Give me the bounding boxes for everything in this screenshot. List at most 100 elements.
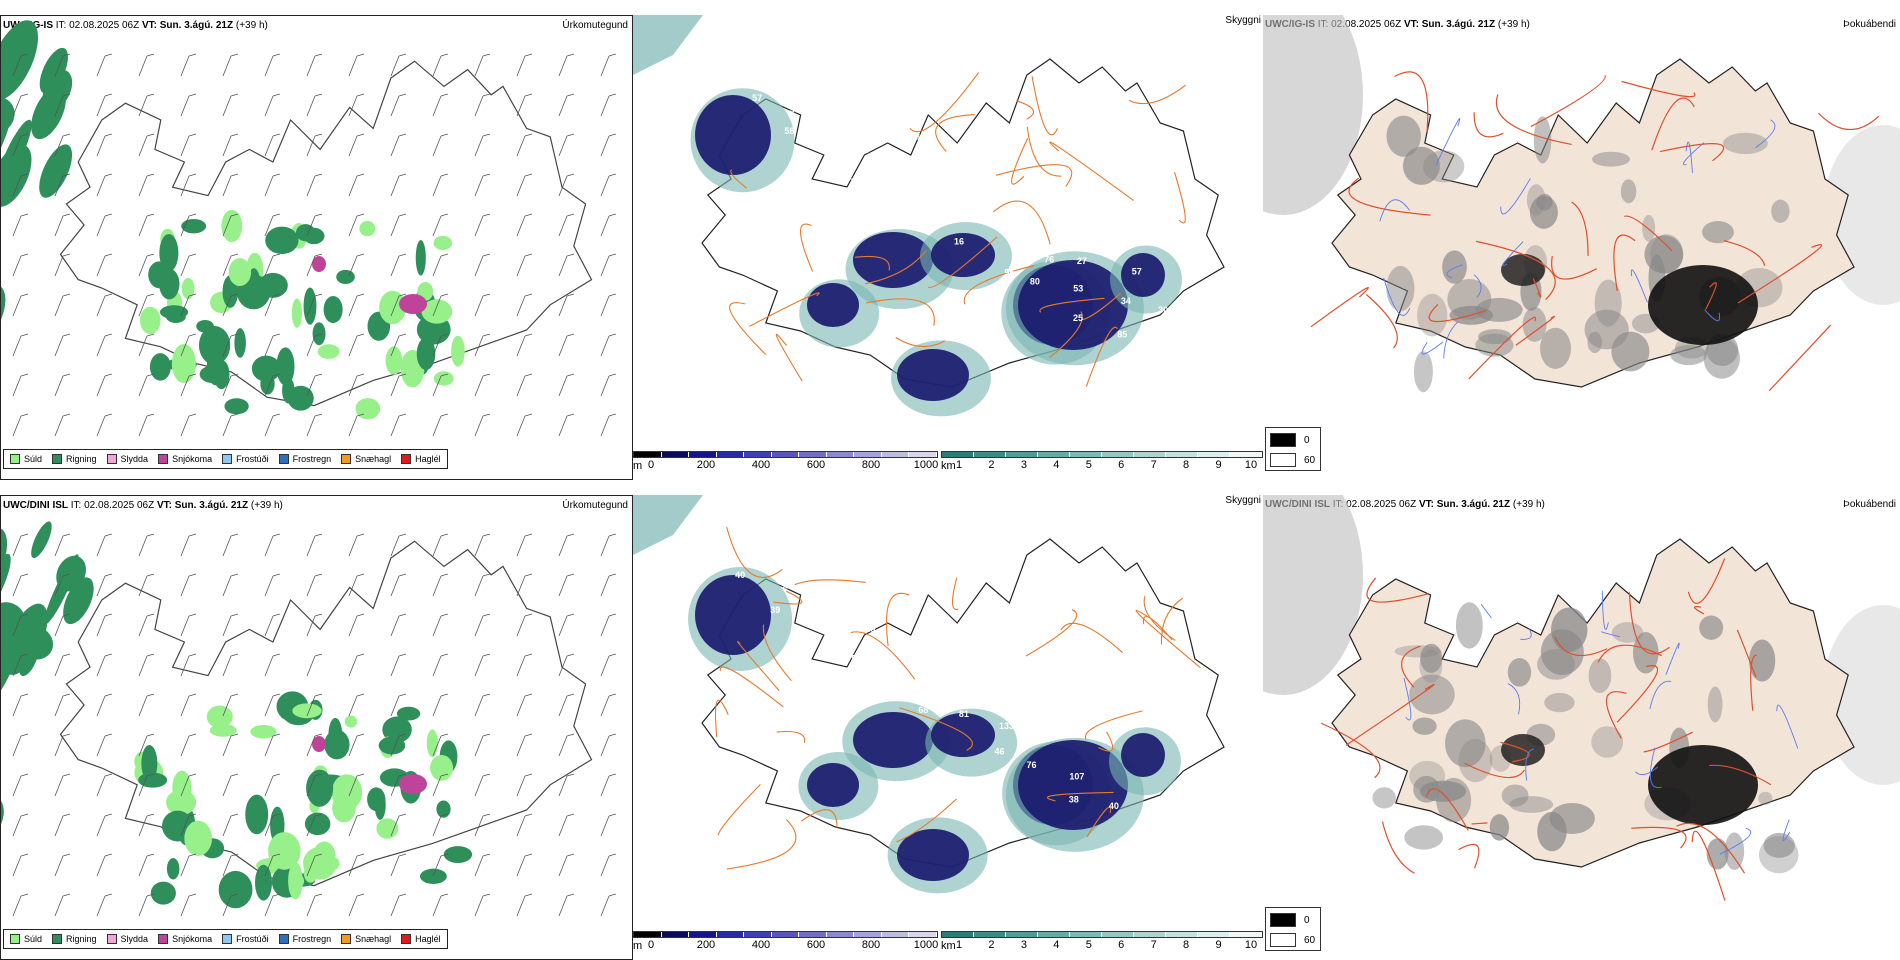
colorbar-segment (974, 932, 1006, 937)
precip-cell (306, 769, 334, 807)
cloud-base-label: 62 (826, 109, 836, 119)
wind-barb (96, 373, 113, 397)
colorbar-segment (826, 932, 855, 937)
colorbar-tick: 8 (1183, 939, 1190, 951)
river (1683, 142, 1705, 166)
fog-area (1702, 221, 1734, 244)
wind-barb (222, 733, 239, 757)
wind-barb (474, 613, 491, 637)
colorbar-segment (1038, 452, 1070, 457)
river (1719, 827, 1752, 855)
wind-barb (390, 653, 407, 677)
legend-item: Snæhagl (341, 454, 391, 464)
road (775, 333, 803, 382)
precip-cell (255, 864, 273, 901)
cloud-base-label: 36 (893, 669, 903, 679)
rain-area (63, 577, 94, 625)
road (749, 292, 820, 327)
road (1613, 234, 1636, 291)
wind-barb (432, 613, 449, 637)
fog-panel: UWC/IG-IS IT: 02.08.2025 06Z VT: Sun. 3.… (1263, 15, 1900, 480)
wind-barb (600, 693, 617, 717)
visibility-colorbar-bar (941, 931, 1263, 938)
colorbar-segment (826, 452, 855, 457)
legend-label: Frostúði (236, 454, 269, 464)
cloud-base-area (695, 95, 771, 175)
cloud-base-area (807, 763, 859, 807)
wind-barb (600, 773, 617, 797)
road (1400, 645, 1421, 688)
fog-legend-label: 0 (1304, 434, 1310, 446)
road (909, 72, 980, 133)
road (1651, 97, 1695, 151)
road (1016, 100, 1035, 120)
road (773, 590, 803, 605)
wind-barb (474, 333, 491, 357)
precip-cell (336, 269, 355, 284)
wind-barb (306, 173, 323, 197)
road (992, 200, 1051, 245)
wind-barb (516, 373, 533, 397)
wind-barb (12, 333, 29, 357)
forecast-row-igis: UWC/IG-IS IT: 02.08.2025 06Z VT: Sun. 3.… (0, 15, 1900, 480)
colorbar-segment (771, 932, 800, 937)
wind-barb (432, 93, 449, 117)
river (1446, 264, 1463, 279)
colorbar-segment (1198, 932, 1230, 937)
wind-barb (264, 733, 281, 757)
road (1039, 297, 1105, 313)
wind-barb (474, 213, 491, 237)
wind-barb (390, 773, 407, 797)
legend-swatch (106, 454, 117, 464)
fog-area (1707, 686, 1723, 723)
wind-barb (138, 253, 155, 277)
wind-barb (390, 613, 407, 637)
colorbar-tick: 8 (1183, 459, 1190, 471)
cloud-base-label: 66 (794, 393, 804, 403)
wind-barb (180, 413, 197, 437)
precip-cell (141, 744, 158, 782)
colorbar-tick: 5 (1085, 939, 1092, 951)
colorbar-segment (1006, 452, 1038, 457)
precip-cell (268, 832, 301, 870)
cloud-base-label: 27 (713, 857, 723, 867)
colorbar-segment (634, 932, 662, 937)
wind-barb (222, 413, 239, 437)
wind-barb (516, 773, 533, 797)
precip-cell (312, 322, 326, 346)
wind-barb (432, 373, 449, 397)
wind-barb (306, 213, 323, 237)
cloud-base-area (931, 233, 995, 277)
legend-label: Snjókoma (172, 934, 213, 944)
wind-barb (558, 373, 575, 397)
wind-barb (12, 773, 29, 797)
legend-label: Frostúði (236, 934, 269, 944)
wind-barb (12, 893, 29, 917)
colorbar-segment (854, 452, 882, 457)
cloud-base-label: 68 (918, 705, 928, 715)
visibility-area (633, 495, 703, 555)
wind-barb (348, 253, 365, 277)
fog-area (1648, 265, 1758, 345)
wind-barb (222, 253, 239, 277)
wind-barb (432, 253, 449, 277)
precip-cell (245, 794, 269, 835)
road (1495, 94, 1572, 146)
precip-cell (378, 736, 406, 755)
fog-area (1748, 639, 1776, 682)
cloud-base-label: 57 (752, 93, 762, 103)
wind-barb (600, 53, 617, 77)
wind-barb (54, 253, 71, 277)
fog-legend-swatch (1270, 433, 1296, 447)
cloud-base-label: 107 (1069, 771, 1084, 781)
wind-barb (474, 533, 491, 557)
fog-area (1540, 327, 1571, 370)
wind-barb (390, 693, 407, 717)
wind-barb (180, 773, 197, 797)
colorbar-segment (634, 452, 662, 457)
cloud-base-label: 196 (949, 164, 964, 174)
wind-barb (432, 813, 449, 837)
legend-swatch (278, 934, 289, 944)
panel-header: UWC/DINI ISL IT: 02.08.2025 06Z VT: Sun.… (3, 500, 283, 511)
wind-barb (474, 53, 491, 77)
